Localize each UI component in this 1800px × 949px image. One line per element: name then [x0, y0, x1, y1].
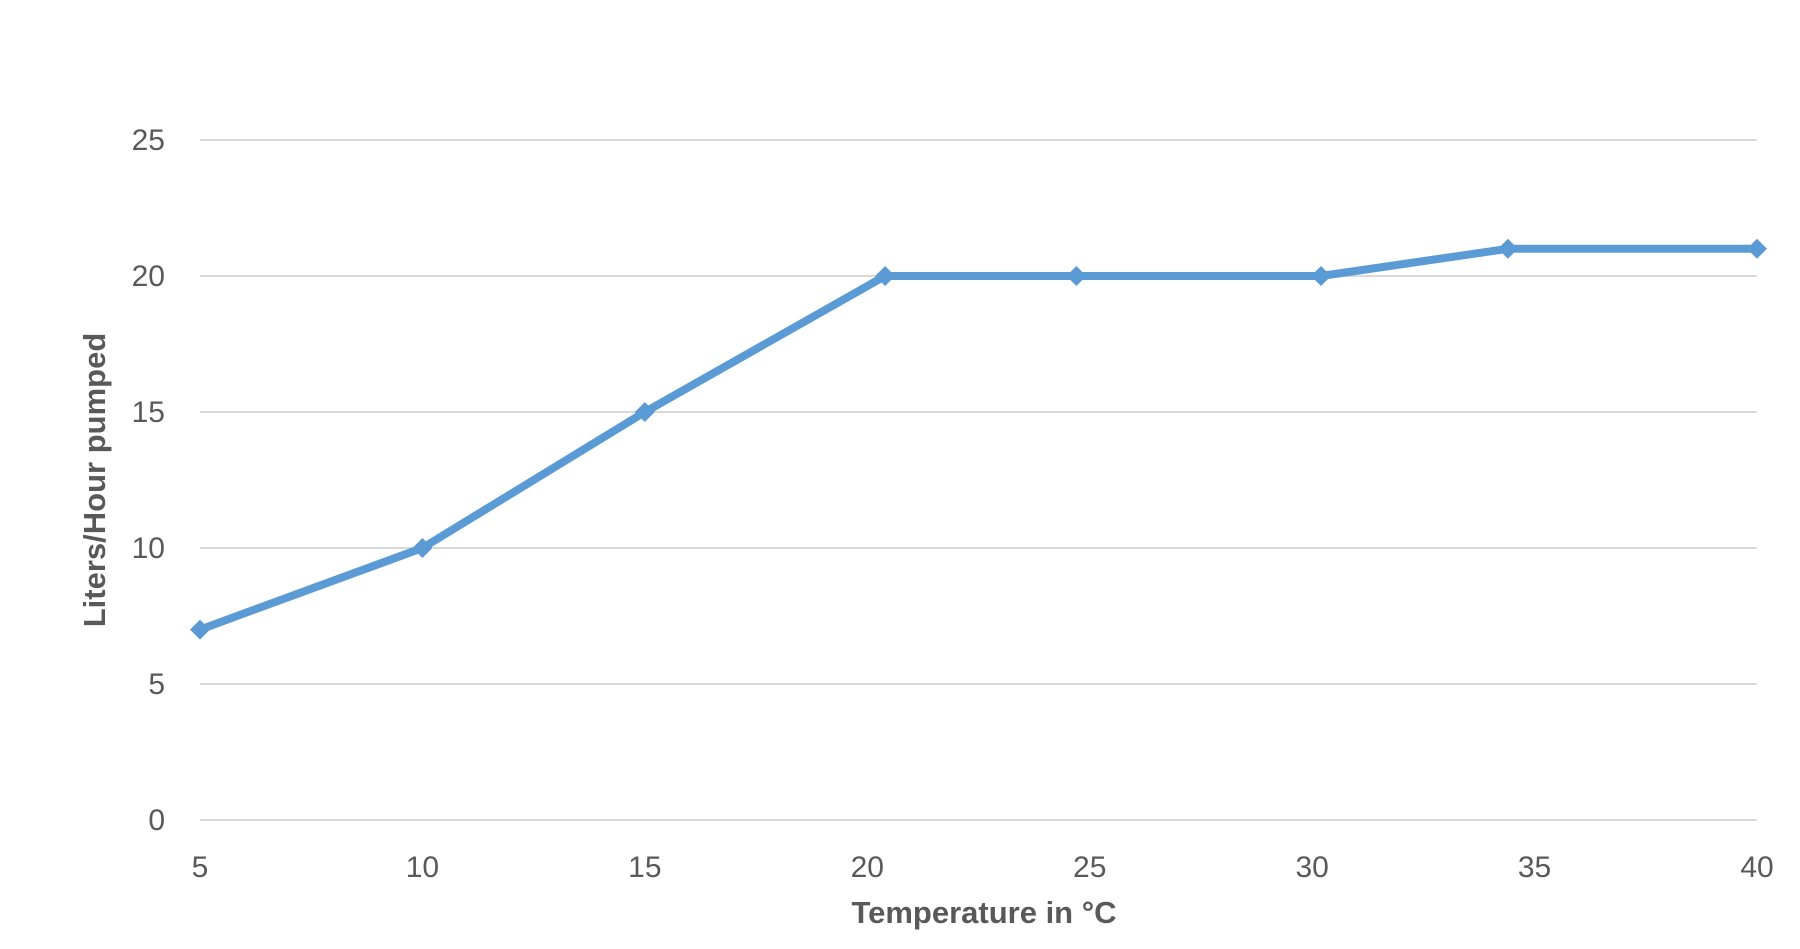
- series-layer: [190, 238, 1767, 640]
- x-tick-label: 5: [192, 851, 209, 884]
- y-tick-label: 20: [132, 260, 165, 293]
- y-axis-ticks: 0 5 10 15 20 25: [132, 124, 165, 837]
- x-tick-label: 30: [1295, 851, 1328, 884]
- y-tick-label: 5: [148, 668, 165, 701]
- data-point-marker: [875, 266, 896, 286]
- y-tick-label: 25: [132, 124, 165, 157]
- x-tick-label: 20: [851, 851, 884, 884]
- x-tick-label: 15: [628, 851, 661, 884]
- x-axis-ticks: 5 10 15 20 25 30 35 40: [192, 851, 1774, 884]
- y-tick-label: 10: [132, 532, 165, 565]
- data-point-marker: [1066, 266, 1087, 286]
- data-point-marker: [190, 619, 210, 640]
- x-axis-title: Temperature in °C: [851, 895, 1116, 930]
- x-tick-label: 10: [406, 851, 439, 884]
- data-point-marker: [1311, 266, 1332, 286]
- gridlines: [200, 139, 1757, 821]
- y-axis-title: Liters/Hour pumped: [77, 333, 112, 628]
- y-tick-label: 15: [132, 396, 165, 429]
- data-point-marker: [412, 538, 433, 558]
- series-line: [196, 244, 1761, 634]
- y-tick-label: 0: [148, 804, 165, 837]
- x-tick-label: 35: [1518, 851, 1551, 884]
- data-point-marker: [1497, 238, 1518, 259]
- data-point-marker: [1747, 238, 1767, 259]
- data-point-marker: [634, 402, 655, 422]
- x-tick-label: 40: [1740, 851, 1773, 884]
- x-tick-label: 25: [1073, 851, 1106, 884]
